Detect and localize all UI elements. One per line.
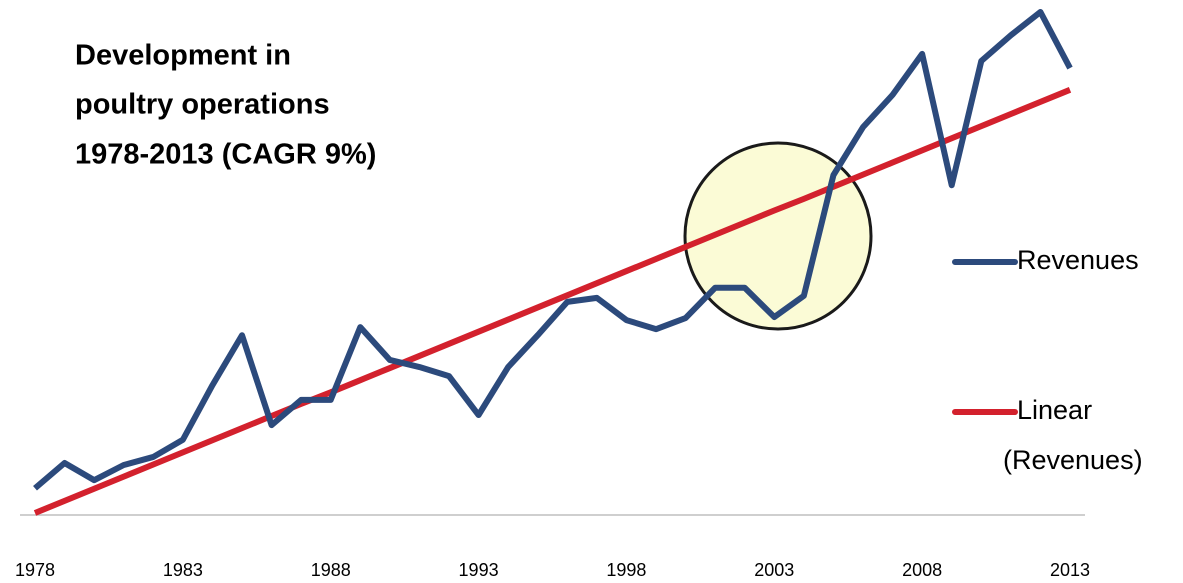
series-line xyxy=(33,87,1072,516)
x-tick-label: 2013 xyxy=(1050,560,1090,580)
legend-label: Linear (Revenues) xyxy=(1003,395,1143,475)
x-tick-label: 1978 xyxy=(15,560,55,580)
chart-title: 1978-2013 (CAGR 9%) xyxy=(75,139,376,171)
chart-title: Development in xyxy=(75,40,291,72)
x-tick-label: 1988 xyxy=(311,560,351,580)
x-tick-label: 2003 xyxy=(754,560,794,580)
chart-title: poultry operations xyxy=(75,89,330,121)
legend-label: Revenues xyxy=(1017,245,1139,275)
x-tick-label: 1998 xyxy=(606,560,646,580)
series-line xyxy=(33,9,1073,491)
x-tick-label: 1993 xyxy=(459,560,499,580)
x-tick-label: 1983 xyxy=(163,560,203,580)
x-tick-label: 2008 xyxy=(902,560,942,580)
